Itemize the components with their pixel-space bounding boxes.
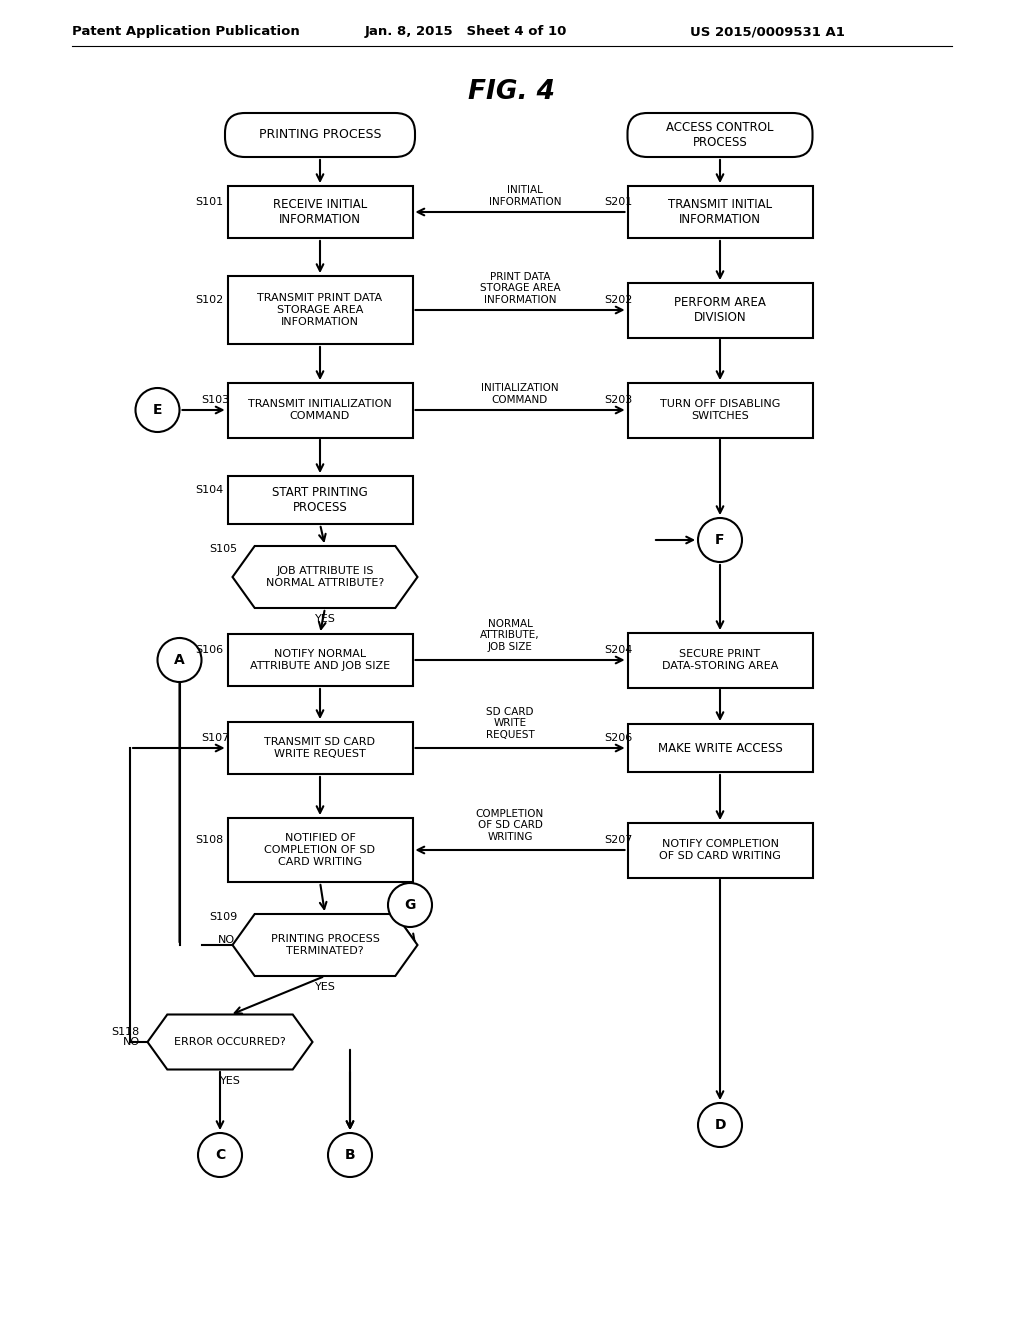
Circle shape bbox=[388, 883, 432, 927]
Text: SD CARD
WRITE
REQUEST: SD CARD WRITE REQUEST bbox=[485, 706, 535, 741]
Text: S204: S204 bbox=[604, 645, 633, 655]
Text: B: B bbox=[345, 1148, 355, 1162]
FancyBboxPatch shape bbox=[225, 114, 415, 157]
Text: INITIALIZATION
COMMAND: INITIALIZATION COMMAND bbox=[481, 383, 559, 405]
Text: MAKE WRITE ACCESS: MAKE WRITE ACCESS bbox=[657, 742, 782, 755]
Polygon shape bbox=[232, 546, 418, 609]
Text: INITIAL
INFORMATION: INITIAL INFORMATION bbox=[488, 185, 561, 207]
Text: S101: S101 bbox=[196, 197, 223, 207]
Text: TURN OFF DISABLING
SWITCHES: TURN OFF DISABLING SWITCHES bbox=[659, 399, 780, 421]
Text: PRINTING PROCESS
TERMINATED?: PRINTING PROCESS TERMINATED? bbox=[270, 935, 380, 956]
Circle shape bbox=[198, 1133, 242, 1177]
Text: SECURE PRINT
DATA-STORING AREA: SECURE PRINT DATA-STORING AREA bbox=[662, 649, 778, 671]
Text: S102: S102 bbox=[196, 294, 223, 305]
Bar bbox=[628, 186, 812, 238]
Text: NOTIFY COMPLETION
OF SD CARD WRITING: NOTIFY COMPLETION OF SD CARD WRITING bbox=[659, 840, 781, 861]
Bar bbox=[227, 477, 413, 524]
Bar bbox=[227, 186, 413, 238]
Bar bbox=[227, 276, 413, 345]
Text: S206: S206 bbox=[604, 733, 633, 743]
Text: PRINT DATA
STORAGE AREA
INFORMATION: PRINT DATA STORAGE AREA INFORMATION bbox=[479, 272, 560, 305]
Polygon shape bbox=[232, 913, 418, 975]
Text: PERFORM AREA
DIVISION: PERFORM AREA DIVISION bbox=[674, 296, 766, 323]
Text: NO: NO bbox=[123, 1038, 140, 1047]
Circle shape bbox=[698, 517, 742, 562]
Text: E: E bbox=[153, 403, 162, 417]
Text: Patent Application Publication: Patent Application Publication bbox=[72, 25, 300, 38]
Text: TRANSMIT PRINT DATA
STORAGE AREA
INFORMATION: TRANSMIT PRINT DATA STORAGE AREA INFORMA… bbox=[257, 293, 383, 326]
Text: S108: S108 bbox=[196, 836, 223, 845]
Text: NOTIFY NORMAL
ATTRIBUTE AND JOB SIZE: NOTIFY NORMAL ATTRIBUTE AND JOB SIZE bbox=[250, 649, 390, 671]
Text: S109: S109 bbox=[209, 912, 238, 921]
Text: NO: NO bbox=[218, 935, 234, 945]
Text: TRANSMIT INITIALIZATION
COMMAND: TRANSMIT INITIALIZATION COMMAND bbox=[248, 399, 392, 421]
Text: S103: S103 bbox=[202, 395, 229, 405]
Text: S106: S106 bbox=[196, 645, 223, 655]
Bar bbox=[227, 722, 413, 774]
Text: NOTIFIED OF
COMPLETION OF SD
CARD WRITING: NOTIFIED OF COMPLETION OF SD CARD WRITIN… bbox=[264, 833, 376, 867]
Text: US 2015/0009531 A1: US 2015/0009531 A1 bbox=[690, 25, 845, 38]
Text: S201: S201 bbox=[604, 197, 633, 207]
Text: S203: S203 bbox=[604, 395, 633, 405]
Text: YES: YES bbox=[219, 1076, 241, 1086]
Circle shape bbox=[135, 388, 179, 432]
Text: START PRINTING
PROCESS: START PRINTING PROCESS bbox=[272, 486, 368, 513]
Text: S107: S107 bbox=[202, 733, 229, 743]
Bar bbox=[628, 822, 812, 878]
Text: S105: S105 bbox=[209, 544, 238, 554]
Text: S104: S104 bbox=[196, 484, 223, 495]
Text: PRINTING PROCESS: PRINTING PROCESS bbox=[259, 128, 381, 141]
Circle shape bbox=[328, 1133, 372, 1177]
Bar bbox=[628, 282, 812, 338]
Bar bbox=[628, 383, 812, 437]
Text: ACCESS CONTROL
PROCESS: ACCESS CONTROL PROCESS bbox=[667, 121, 774, 149]
Text: D: D bbox=[715, 1118, 726, 1133]
Text: C: C bbox=[215, 1148, 225, 1162]
FancyBboxPatch shape bbox=[628, 114, 812, 157]
Bar bbox=[628, 632, 812, 688]
Text: Jan. 8, 2015   Sheet 4 of 10: Jan. 8, 2015 Sheet 4 of 10 bbox=[365, 25, 567, 38]
Text: JOB ATTRIBUTE IS
NORMAL ATTRIBUTE?: JOB ATTRIBUTE IS NORMAL ATTRIBUTE? bbox=[266, 566, 384, 587]
Text: G: G bbox=[404, 898, 416, 912]
Text: S118: S118 bbox=[112, 1027, 140, 1038]
Bar bbox=[227, 383, 413, 437]
Text: A: A bbox=[174, 653, 185, 667]
Polygon shape bbox=[147, 1015, 312, 1069]
Text: TRANSMIT SD CARD
WRITE REQUEST: TRANSMIT SD CARD WRITE REQUEST bbox=[264, 737, 376, 759]
Text: ERROR OCCURRED?: ERROR OCCURRED? bbox=[174, 1038, 286, 1047]
Text: YES: YES bbox=[314, 614, 336, 624]
Text: S207: S207 bbox=[604, 836, 633, 845]
Text: NORMAL
ATTRIBUTE,
JOB SIZE: NORMAL ATTRIBUTE, JOB SIZE bbox=[480, 619, 540, 652]
Circle shape bbox=[158, 638, 202, 682]
Text: TRANSMIT INITIAL
INFORMATION: TRANSMIT INITIAL INFORMATION bbox=[668, 198, 772, 226]
Text: F: F bbox=[715, 533, 725, 546]
Bar bbox=[227, 634, 413, 686]
Circle shape bbox=[698, 1104, 742, 1147]
Text: COMPLETION
OF SD CARD
WRITING: COMPLETION OF SD CARD WRITING bbox=[476, 809, 544, 842]
Text: S202: S202 bbox=[604, 294, 633, 305]
Bar bbox=[628, 723, 812, 772]
Bar bbox=[227, 818, 413, 882]
Text: RECEIVE INITIAL
INFORMATION: RECEIVE INITIAL INFORMATION bbox=[272, 198, 368, 226]
Text: FIG. 4: FIG. 4 bbox=[469, 79, 555, 106]
Text: YES: YES bbox=[314, 982, 336, 993]
